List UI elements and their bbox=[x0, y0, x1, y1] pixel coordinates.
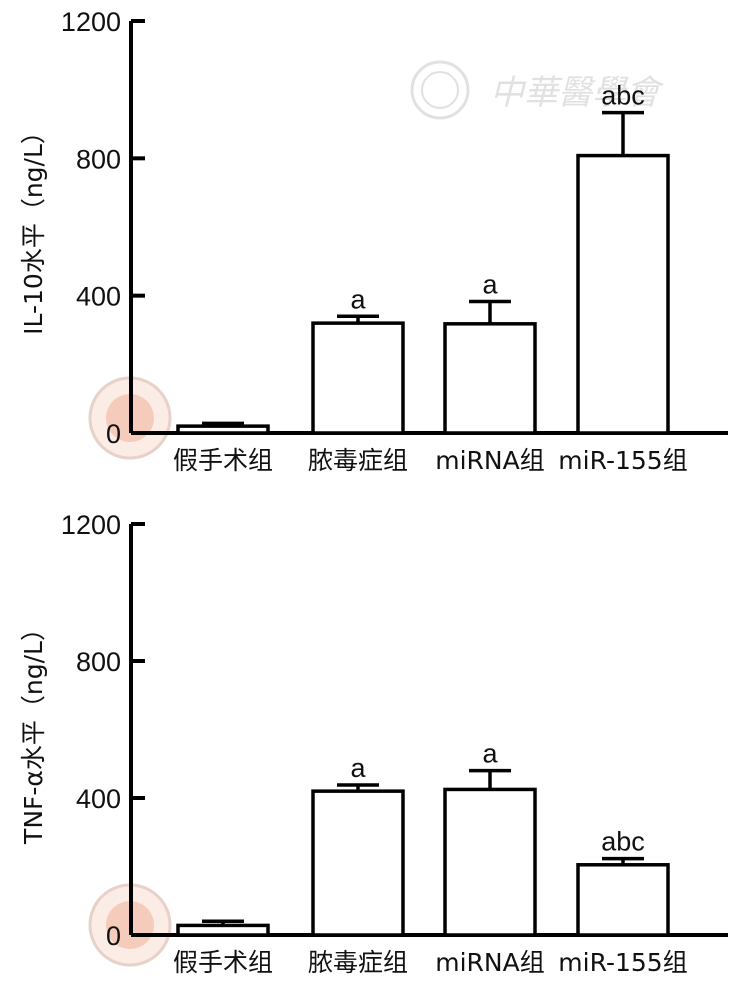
significance-label: abc bbox=[601, 827, 645, 857]
significance-label: a bbox=[350, 753, 366, 783]
bar bbox=[176, 923, 270, 937]
bar bbox=[443, 322, 537, 435]
significance-label: a bbox=[482, 739, 498, 769]
category-label: miR-155组 bbox=[558, 446, 687, 475]
category-label: 假手术组 bbox=[173, 948, 273, 977]
watermark-seal-inner-icon bbox=[421, 71, 459, 109]
watermark-top: 中華醫學會 bbox=[410, 60, 665, 120]
y-tick-label: 800 bbox=[76, 647, 121, 677]
watermark-text: 中華醫學會 bbox=[490, 73, 665, 113]
significance-label: abc bbox=[601, 81, 645, 111]
bar bbox=[576, 863, 670, 937]
y-tick-label: 400 bbox=[76, 784, 121, 814]
y-tick-label: 800 bbox=[76, 144, 121, 174]
y-tick-label: 0 bbox=[106, 921, 121, 951]
category-label: miRNA组 bbox=[435, 446, 544, 475]
category-label: 假手术组 bbox=[173, 446, 273, 475]
y-axis-title: TNF-α水平（ng/L） bbox=[19, 616, 48, 845]
tnf-alpha-chart: 0 400 800 1200 TNF-α水平（ng/L） 假手术组 a 脓毒症组 a miRNA组… bbox=[19, 510, 728, 977]
bar bbox=[443, 787, 537, 937]
significance-label: a bbox=[482, 270, 498, 300]
category-label: 脓毒症组 bbox=[308, 948, 408, 977]
bar bbox=[576, 153, 670, 435]
bar bbox=[311, 321, 405, 435]
category-label: miR-155组 bbox=[558, 948, 687, 977]
category-label: miRNA组 bbox=[435, 948, 544, 977]
significance-label: a bbox=[350, 284, 366, 314]
y-axis-title: IL-10水平（ng/L） bbox=[19, 119, 48, 335]
category-label: 脓毒症组 bbox=[308, 446, 408, 475]
y-tick-label: 400 bbox=[76, 282, 121, 312]
y-tick-label: 0 bbox=[106, 419, 121, 449]
bar bbox=[311, 789, 405, 937]
y-tick-label: 1200 bbox=[61, 7, 121, 37]
bar bbox=[176, 424, 270, 435]
y-tick-label: 1200 bbox=[61, 510, 121, 540]
watermark-seal-icon bbox=[410, 60, 470, 120]
il10-chart: 0 400 800 1200 IL-10水平（ng/L） 假手术组 a 脓毒症组 a miRNA组… bbox=[19, 7, 728, 475]
